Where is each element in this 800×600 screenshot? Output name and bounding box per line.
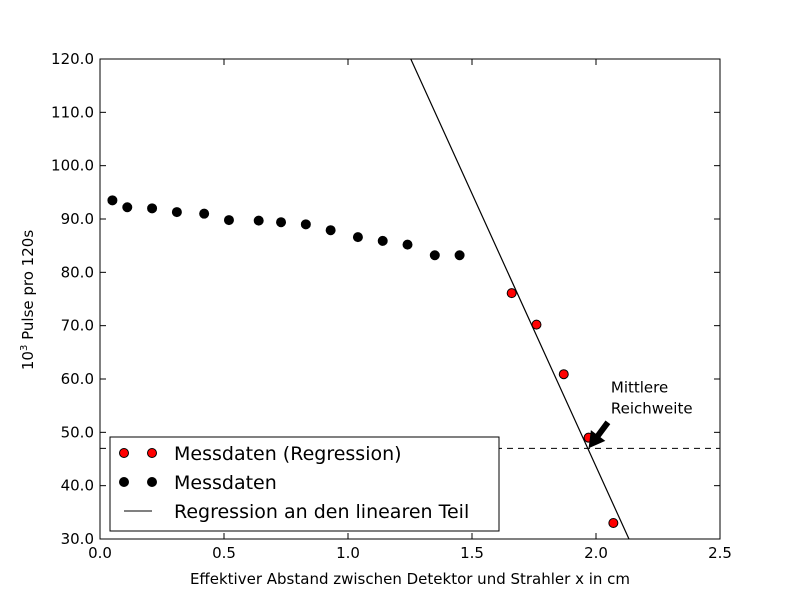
- data-point: [223, 215, 234, 226]
- y-axis-label: 103 Pulse pro 120s: [19, 230, 37, 370]
- x-tick-label: 1.0: [336, 544, 360, 562]
- data-point: [107, 195, 118, 206]
- data-point: [171, 207, 182, 218]
- x-axis: 0.0 0.5 1.0 1.5 2.0 2.5: [88, 59, 732, 562]
- y-tick-label: 110.0: [51, 103, 94, 121]
- y-tick-label: 80.0: [61, 263, 94, 281]
- regression-data-point: [531, 319, 542, 330]
- x-axis-label: Effektiver Abstand zwischen Detektor und…: [190, 570, 630, 588]
- annotation-arrow: [588, 420, 611, 449]
- x-tick-label: 2.0: [584, 544, 608, 562]
- annotation: Mittlere Reichweite: [588, 378, 693, 449]
- regression-data-point: [558, 369, 569, 380]
- data-point: [325, 225, 336, 236]
- y-tick-label: 30.0: [61, 530, 94, 548]
- data-point: [352, 232, 363, 243]
- y-tick-label: 60.0: [61, 370, 94, 388]
- regression-data-point: [608, 518, 619, 528]
- y-tick-label: 120.0: [51, 50, 94, 68]
- x-tick-label: 0.0: [88, 544, 112, 562]
- regression-line: [410, 59, 630, 539]
- data-point: [147, 203, 158, 214]
- data-point: [402, 239, 413, 250]
- x-tick-label: 2.5: [708, 544, 732, 562]
- data-point: [429, 250, 440, 261]
- data-point: [253, 215, 264, 226]
- data-point: [454, 250, 465, 261]
- legend-marker-points-2: [147, 477, 157, 487]
- legend-box: [109, 436, 500, 532]
- annotation-text-line: Reichweite: [611, 399, 693, 417]
- legend: Messdaten (Regression) Messdaten Regress…: [109, 436, 500, 532]
- legend-label-points: Messdaten: [174, 472, 277, 494]
- x-tick-label: 1.5: [460, 544, 484, 562]
- annotation-text-line: Mittlere: [611, 378, 668, 396]
- regression-data-point: [506, 288, 517, 299]
- y-axis-label-rest: Pulse pro 120s: [19, 230, 37, 345]
- y-tick-label: 100.0: [51, 157, 94, 175]
- legend-marker-regression-points-2: [147, 448, 157, 458]
- y-axis-label-base: 10: [19, 351, 37, 370]
- plot-frame: [99, 58, 721, 540]
- y-tick-label: 50.0: [61, 423, 94, 441]
- data-point: [199, 208, 210, 219]
- data-point: [300, 219, 311, 230]
- x-tick-label: 0.5: [212, 544, 236, 562]
- data-point: [377, 235, 388, 246]
- y-axis: 30.0 40.0 50.0 60.0 70.0 80.0 90.0 100.0 110.0 12…: [51, 50, 720, 548]
- data-point: [276, 217, 287, 228]
- y-tick-label: 70.0: [61, 317, 94, 335]
- y-axis-label-exponent: 3: [19, 345, 30, 351]
- legend-label-regression-points: Messdaten (Regression): [174, 443, 402, 465]
- y-tick-label: 40.0: [61, 477, 94, 495]
- y-tick-label: 90.0: [61, 210, 94, 228]
- data-point: [122, 202, 133, 213]
- legend-marker-points-1: [119, 477, 129, 487]
- legend-label-regression-line: Regression an den linearen Teil: [174, 501, 469, 523]
- legend-marker-regression-points-1: [119, 448, 129, 458]
